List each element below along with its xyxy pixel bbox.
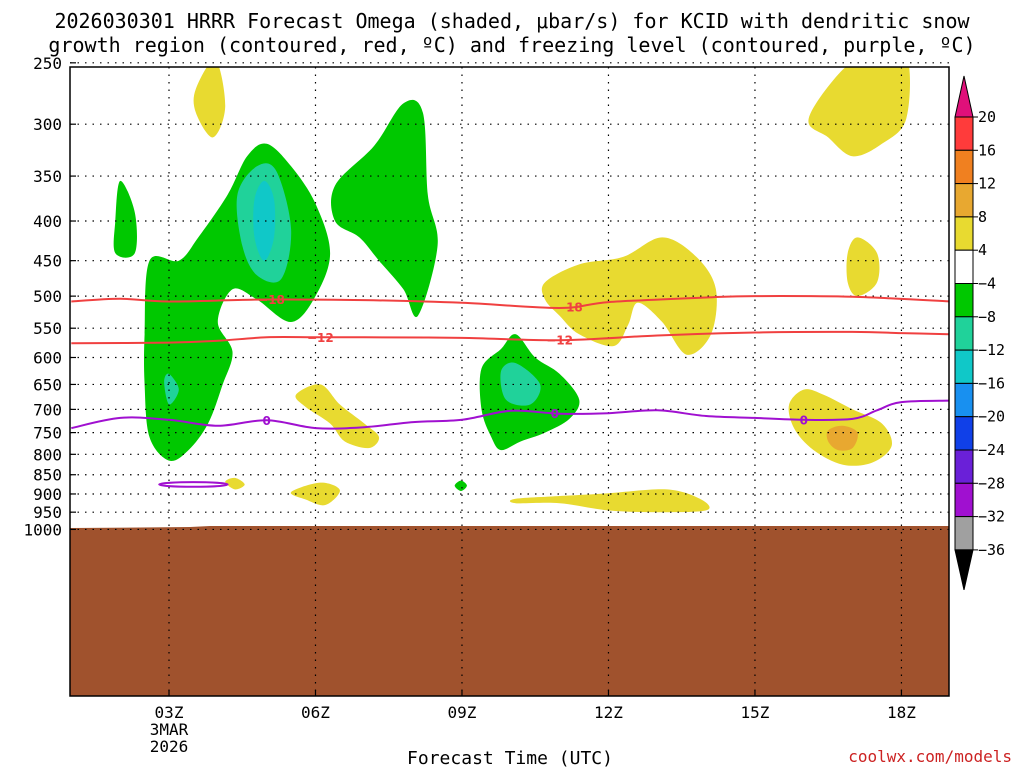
colorbar-label: −24 (978, 441, 1005, 459)
omega-downward-bottom-bar (509, 489, 710, 513)
omega-downward-top-right (808, 67, 910, 157)
y-tick-label: 850 (33, 466, 62, 485)
chart-title-line2: growth region (contoured, red, ºC) and f… (48, 33, 975, 57)
x-axis-label: Forecast Time (UTC) (407, 748, 613, 768)
contour-label: −12 (307, 331, 334, 345)
freezing-level-loop (158, 481, 229, 488)
omega-downward-mid-blob (290, 482, 340, 506)
y-tick-label: 500 (33, 287, 62, 306)
contour-temp-minus18 (71, 295, 949, 310)
y-tick-label: 250 (33, 54, 62, 73)
omega-strong-upward-small (164, 373, 179, 405)
contour-label: 0 (262, 414, 270, 428)
colorbar-label: −16 (978, 374, 1005, 392)
ground-below-surface (70, 526, 949, 696)
colorbar-label: −28 (978, 474, 1005, 492)
contour-temp-minus12 (71, 330, 949, 345)
y-tick-label: 950 (33, 503, 62, 522)
x-tick-label: 06Z (301, 703, 330, 722)
y-tick-label: 900 (33, 485, 62, 504)
y-tick-label: 300 (33, 115, 62, 134)
colorbar-swatch (954, 149, 974, 185)
omega-downward-top-left (193, 67, 226, 138)
colorbar-swatch (954, 382, 974, 418)
colorbar-swatch (954, 116, 974, 151)
y-axis: 2503003504004505005506006507007508008509… (23, 54, 76, 539)
colorbar-top-arrow (954, 75, 974, 118)
colorbar-label: −8 (978, 308, 996, 326)
y-tick-label: 450 (33, 252, 62, 271)
omega-strongest-upward-left (253, 180, 276, 261)
colorbar-label: −32 (978, 508, 1005, 526)
omega-downward-center (541, 237, 717, 355)
omega-downward-small-tick (225, 477, 245, 490)
colorbar-swatch (954, 416, 974, 451)
y-tick-label: 550 (33, 319, 62, 338)
omega-upward-dot (454, 480, 467, 491)
y-tick-label: 350 (33, 167, 62, 186)
omega-downward-right-tall (846, 237, 880, 297)
x-tick-label: 18Z (887, 703, 916, 722)
colorbar-swatch (954, 516, 974, 551)
y-tick-label: 600 (33, 348, 62, 367)
colorbar-swatch (954, 183, 974, 218)
temperature-contours: −18 −18 −12 −12 0 0 0 (71, 293, 949, 488)
contour-label: −18 (556, 300, 583, 314)
chart-title-line1: 2026030301 HRRR Forecast Omega (shaded, … (54, 9, 970, 33)
y-tick-label: 750 (33, 424, 62, 443)
colorbar-swatch (954, 482, 974, 518)
plot-area (70, 67, 949, 696)
colorbar-swatch (954, 283, 974, 318)
colorbar-label: 12 (978, 175, 996, 193)
credit-text: coolwx.com/models (848, 747, 1012, 766)
x-tick-date: 3MAR (150, 720, 189, 739)
contour-label: 0 (551, 407, 559, 421)
colorbar-swatch (954, 316, 974, 351)
colorbar-label: 8 (978, 208, 987, 226)
colorbar-swatch (954, 349, 974, 384)
colorbar-swatch (954, 249, 974, 284)
omega-downward-low-left (295, 384, 380, 449)
omega-upward-right-lobe (331, 99, 438, 318)
colorbar-label: −20 (978, 408, 1005, 426)
y-tick-label: 800 (33, 445, 62, 464)
colorbar-label: −12 (978, 341, 1005, 359)
contour-temp-zero (71, 399, 949, 430)
colorbar-label: 4 (978, 241, 987, 259)
colorbar-bottom-arrow (954, 549, 974, 591)
x-tick-label: 15Z (741, 703, 770, 722)
colorbar-legend: 20 16 12 8 4 −4 −8 −12 −16 −20 −24 −28 −32 −36 (954, 75, 1005, 591)
contour-label: −18 (258, 293, 285, 307)
colorbar-label: −36 (978, 541, 1005, 559)
x-tick-label: 03Z (155, 703, 184, 722)
y-tick-label: 700 (33, 400, 62, 419)
y-tick-label: 1000 (23, 520, 62, 539)
y-tick-label: 650 (33, 375, 62, 394)
omega-moderate-downward (826, 425, 858, 451)
y-tick-label: 400 (33, 212, 62, 231)
omega-upward-small-left (113, 180, 137, 258)
colorbar-label: −4 (978, 275, 996, 293)
colorbar-label: 20 (978, 108, 996, 126)
x-tick-year: 2026 (150, 737, 189, 756)
contour-label: −12 (546, 334, 573, 348)
plot-frame (69, 66, 950, 697)
x-tick-label: 09Z (448, 703, 477, 722)
contour-label: 0 (800, 413, 808, 427)
colorbar-swatch (954, 216, 974, 251)
colorbar-label: 16 (978, 141, 996, 159)
colorbar-swatch (954, 449, 974, 484)
x-tick-label: 12Z (594, 703, 623, 722)
